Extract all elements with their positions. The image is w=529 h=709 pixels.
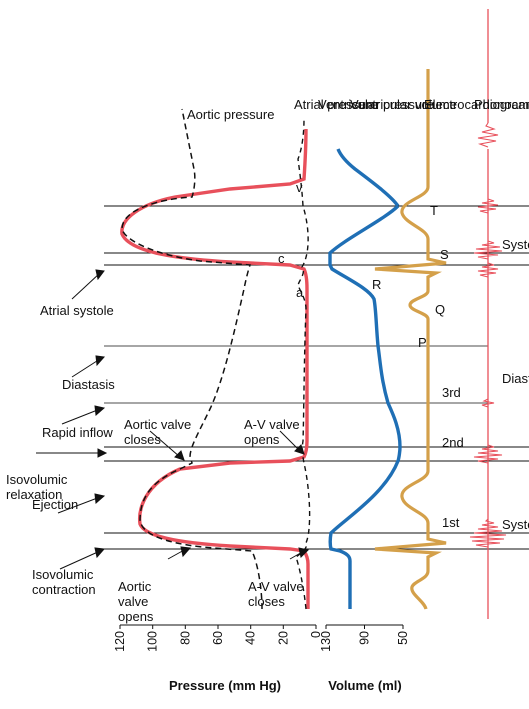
volume-axis: 130 90 50 Volume (ml) <box>319 624 410 693</box>
pressure-axis: 120 100 80 60 40 20 0 Pressure (mm Hg) <box>113 624 323 693</box>
wave-a-label: a <box>296 285 304 300</box>
pressure-tick-100: 100 <box>146 631 160 652</box>
arrow-isovolumic-contraction <box>59 550 101 570</box>
electrocardiogram-trace <box>374 69 447 610</box>
arrowhead-isovolumic-relaxation <box>97 448 108 458</box>
phono-third-sound <box>481 398 495 408</box>
phono-atrial-sound <box>477 262 499 278</box>
electrocardiogram-label: Electrocardiogram <box>424 97 529 112</box>
heart-sound-3rd-label: 3rd <box>442 385 461 400</box>
cycle-systole-2-label: Systole <box>502 237 529 252</box>
arrowhead-ejection <box>94 493 106 505</box>
phono-burst-start <box>477 122 499 148</box>
event-arrows <box>149 430 309 560</box>
pressure-tick-80: 80 <box>178 631 192 645</box>
pressure-tick-120: 120 <box>113 631 127 652</box>
arrow-aortic-valve-closes <box>149 430 181 458</box>
isovolumic-contraction-label: Isovolumic contraction <box>32 567 97 597</box>
signal-labels: Aortic pressure Atrial pressure Ventricu… <box>187 97 529 122</box>
cycle-diastole-label: Diastole <box>502 371 529 386</box>
ejection-label: Ejection <box>32 497 78 512</box>
pressure-tick-0: 0 <box>309 631 323 638</box>
atrial-pressure-label: Atrial pressure <box>294 97 378 112</box>
arrowhead-aortic-valve-opens <box>180 546 192 558</box>
pressure-tick-20: 20 <box>276 631 290 645</box>
aortic-pressure-label: Aortic pressure <box>187 107 274 122</box>
rapid-inflow-label: Rapid inflow <box>42 425 113 440</box>
arrow-diastasis <box>71 358 101 378</box>
diastasis-label: Diastasis <box>62 377 115 392</box>
ventricular-pressure-label: Ventricular pressure <box>318 97 434 112</box>
arrowhead-rapid-inflow <box>94 405 106 417</box>
arrow-ejection <box>57 496 101 514</box>
wave-t-label: T <box>430 203 438 218</box>
aortic-valve-opens-label: Aortic valve opens <box>118 579 155 624</box>
aortic-pressure-trace <box>121 108 263 610</box>
arrow-av-valve-opens <box>279 430 301 452</box>
ventricular-volume-trace-end <box>336 148 400 208</box>
ventricular-volume-label: Ventricular volume <box>350 97 457 112</box>
wave-s-label: S <box>440 247 449 262</box>
volume-tick-130: 130 <box>319 631 333 652</box>
cycle-systole-1-label: Systole <box>502 517 529 532</box>
minor-phase-lines <box>104 345 488 404</box>
volume-tick-50: 50 <box>396 631 410 645</box>
pressure-tick-40: 40 <box>244 631 258 645</box>
heart-sound-labels: 1st 2nd 3rd <box>442 385 464 530</box>
arrowhead-aortic-valve-closes <box>174 450 185 461</box>
heart-sound-1st-label: 1st <box>442 515 460 530</box>
ventricular-volume-trace <box>328 204 402 609</box>
av-valve-closes-label: A-V valve closes <box>248 579 307 609</box>
wave-r-label: R <box>372 277 381 292</box>
atrial-systole-label: Atrial systole <box>40 303 114 318</box>
phase-labels: Isovolumic contraction Ejection Isovolum… <box>6 303 115 597</box>
arrowhead-av-valve-opens <box>294 444 305 455</box>
phonocardiogram-label: Phonocardiogram <box>474 97 529 112</box>
isovolumic-relaxation-label: Isovolumic relaxation <box>6 472 71 502</box>
arrowhead-diastasis <box>95 355 105 367</box>
wave-v-label: v <box>296 180 303 195</box>
cycle-labels: Systole Diastole Systole <box>502 237 529 532</box>
av-valve-opens-label: A-V valve opens <box>244 417 303 447</box>
pressure-tick-60: 60 <box>211 631 225 645</box>
arrow-rapid-inflow <box>61 408 101 425</box>
wave-letters: a c v P Q R S T <box>278 180 449 350</box>
wave-p-label: P <box>418 335 427 350</box>
arrowhead-isovolumic-contraction <box>94 547 106 559</box>
phonocardiogram-trace <box>469 9 507 619</box>
phono-first-sound-2 <box>473 240 503 260</box>
wave-q-label: Q <box>435 302 445 317</box>
arrowhead-av-valve-closes <box>298 547 309 558</box>
arrow-atrial-systole <box>71 272 101 300</box>
aortic-valve-closes-label: Aortic valve closes <box>124 417 195 447</box>
arrowhead-atrial-systole <box>95 269 105 281</box>
event-labels: Aortic valve opens A-V valve closes Aort… <box>118 417 307 624</box>
volume-tick-90: 90 <box>358 631 372 645</box>
heart-sound-2nd-label: 2nd <box>442 435 464 450</box>
phono-first-sound <box>469 518 507 548</box>
wave-c-label: c <box>278 251 285 266</box>
phase-arrows <box>36 269 108 570</box>
phase-lines <box>104 205 529 550</box>
phono-second-sound-2 <box>477 198 499 214</box>
ventricular-pressure-trace <box>120 128 310 609</box>
phono-second-sound <box>473 444 503 464</box>
pressure-axis-title: Pressure (mm Hg) <box>169 678 281 693</box>
volume-axis-title: Volume (ml) <box>328 678 401 693</box>
